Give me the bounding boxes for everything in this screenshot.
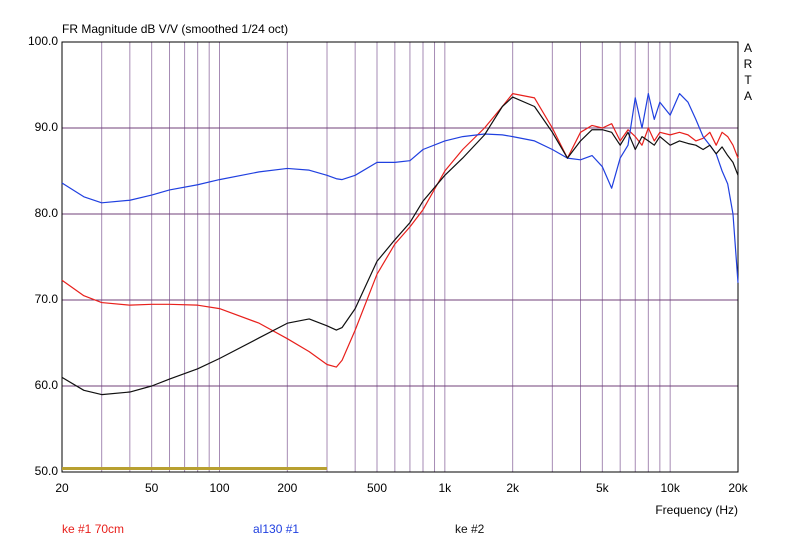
x-tick-label: 5k [596,481,610,495]
x-tick-label: 50 [145,481,159,495]
y-tick-label: 50.0 [35,464,59,478]
x-tick-label: 10k [660,481,680,495]
x-tick-label: 2k [506,481,520,495]
x-tick-label: 1k [438,481,452,495]
x-axis-label: Frequency (Hz) [655,503,738,517]
side-label: R [744,57,753,71]
series-line [61,93,739,283]
legend-label: al130 #1 [253,522,299,536]
y-tick-label: 100.0 [28,34,58,48]
x-tick-label: 20k [728,481,748,495]
side-label: A [744,89,752,103]
side-label: T [744,73,752,87]
y-tick-label: 60.0 [35,378,59,392]
side-label: A [744,41,752,55]
x-tick-label: 20 [55,481,69,495]
series-line [61,96,739,396]
y-tick-label: 90.0 [35,120,59,134]
y-tick-label: 80.0 [35,206,59,220]
chart-title: FR Magnitude dB V/V (smoothed 1/24 oct) [62,22,288,36]
y-tick-label: 70.0 [35,292,59,306]
x-tick-label: 200 [277,481,297,495]
plot-frame [61,41,739,473]
series-line [61,93,739,368]
x-tick-label: 100 [209,481,229,495]
legend-label: ke #1 70cm [62,522,124,536]
legend-label: ke #2 [455,522,485,536]
x-tick-label: 500 [367,481,387,495]
